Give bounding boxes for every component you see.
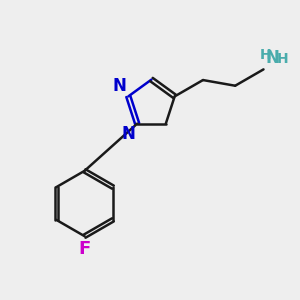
Text: N: N (113, 77, 127, 95)
Text: N: N (122, 125, 136, 143)
Text: H: H (260, 48, 272, 62)
Text: N: N (266, 49, 280, 67)
Text: H: H (277, 52, 289, 66)
Text: F: F (79, 240, 91, 258)
